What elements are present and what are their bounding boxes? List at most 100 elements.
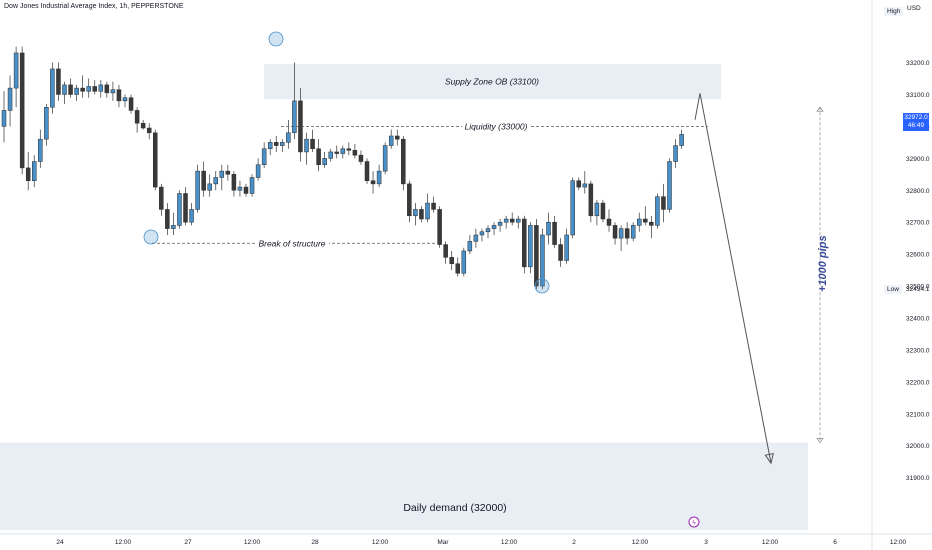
currency-label[interactable]: USD (907, 5, 921, 12)
bear-candle (449, 257, 454, 264)
pips-arrow-bottom (816, 438, 824, 444)
current-price: 32972.0 (904, 114, 928, 121)
bear-candle (352, 150, 358, 156)
bear-candle (612, 225, 618, 239)
swing-low-marker (534, 278, 550, 294)
bull-candle (328, 151, 333, 159)
bear-candle (588, 183, 594, 217)
bull-candle (473, 234, 479, 242)
bull-candle (50, 68, 55, 108)
bull-candle (540, 234, 545, 287)
price-tick: 33200.0 (906, 60, 930, 67)
bar-countdown: 46:49 (907, 122, 925, 129)
time-tick: 12:00 (244, 539, 261, 546)
bull-candle (570, 180, 575, 236)
bull-candle (286, 132, 291, 143)
projection-arrow-head (764, 453, 774, 465)
bull-candle (62, 84, 67, 95)
time-tick: 12:00 (372, 539, 389, 546)
bear-candle (558, 244, 563, 261)
bull-candle (655, 196, 660, 226)
bear-candle (364, 161, 370, 181)
time-tick: 2 (572, 539, 576, 546)
bull-candle (177, 193, 182, 226)
bull-candle (637, 218, 642, 226)
bull-candle (86, 86, 91, 92)
time-tick: 12:00 (890, 539, 907, 546)
bear-candle (140, 122, 146, 129)
bear-candle (80, 87, 85, 92)
price-tick: 32000.0 (906, 443, 930, 450)
bull-candle (207, 183, 212, 191)
price-tick: 32500.0 (906, 284, 930, 291)
bull-candle (267, 142, 273, 150)
high-badge: High (884, 7, 904, 16)
bear-candle (104, 84, 110, 94)
bull-candle (189, 209, 194, 223)
bear-candle (68, 84, 73, 95)
annotations-layer: Supply Zone OB (33100) Liquidity (33000)… (143, 31, 829, 514)
bull-candle (376, 170, 382, 185)
bear-candle (116, 89, 122, 102)
bull-candle (630, 225, 636, 239)
bull-candle (667, 161, 672, 210)
bear-candle (165, 209, 170, 229)
bear-candle (334, 151, 339, 154)
bull-candle (528, 225, 533, 268)
price-tick: 32200.0 (906, 379, 930, 386)
bear-candle (316, 148, 321, 165)
daily-demand-box (0, 442, 808, 530)
bull-candle (249, 177, 255, 194)
bull-candle (491, 225, 497, 229)
bull-candle (413, 209, 418, 217)
bull-candle (618, 228, 624, 239)
bear-candle (552, 221, 557, 245)
liquidity-label-bg (462, 120, 530, 132)
zones-layer (0, 64, 808, 530)
bull-candle (546, 221, 551, 236)
bear-candle (92, 86, 97, 92)
bull-candle (32, 161, 37, 181)
price-tick: 32400.0 (906, 315, 930, 322)
candles-layer (1, 46, 684, 290)
bull-candle (679, 134, 684, 146)
bear-candle (310, 138, 315, 150)
bear-candle (243, 186, 249, 194)
price-tick: 32900.0 (906, 156, 930, 163)
bull-candle (594, 202, 600, 217)
bear-candle (159, 186, 164, 210)
bull-candle (340, 148, 346, 154)
daily-demand-label: Daily demand (32000) (403, 502, 506, 514)
bull-candle (38, 138, 43, 162)
price-tick: 32600.0 (906, 252, 930, 259)
event-icon[interactable]: ϟ (688, 516, 700, 528)
bull-candle (261, 148, 267, 165)
bull-candle (1, 110, 7, 127)
bear-candle (146, 127, 152, 134)
symbol-title[interactable]: Dow Jones Industrial Average Index, 1h, … (4, 3, 184, 10)
break-of-structure-label: Break of structure (258, 238, 325, 248)
time-tick: 12:00 (632, 539, 649, 546)
price-tick: 32300.0 (906, 347, 930, 354)
bear-candle (153, 132, 158, 188)
bear-candle (431, 202, 436, 210)
bull-candle (485, 228, 491, 233)
bear-candle (395, 135, 400, 140)
bull-candle (382, 145, 388, 172)
bear-candle (134, 110, 140, 124)
price-tick: 32100.0 (906, 411, 930, 418)
low-value: 32494.1 (906, 286, 930, 293)
price-axis[interactable]: 31900.0 32000.0 32100.0 32200.0 32300.0 32400… (871, 0, 930, 550)
bull-candle (425, 202, 430, 220)
bear-candle (522, 218, 527, 268)
time-axis[interactable]: 24 12:00 27 12:00 28 12:00 Mar 12:00 2 12:00 3 12:0… (0, 533, 932, 546)
bear-candle (407, 183, 412, 217)
bear-candle (128, 97, 134, 111)
time-tick: 24 (56, 539, 64, 546)
time-tick: 27 (184, 539, 192, 546)
time-tick: 12:00 (115, 539, 132, 546)
bull-candle (673, 145, 678, 162)
bull-candle (255, 164, 261, 178)
projection-arrow-path (694, 93, 772, 464)
